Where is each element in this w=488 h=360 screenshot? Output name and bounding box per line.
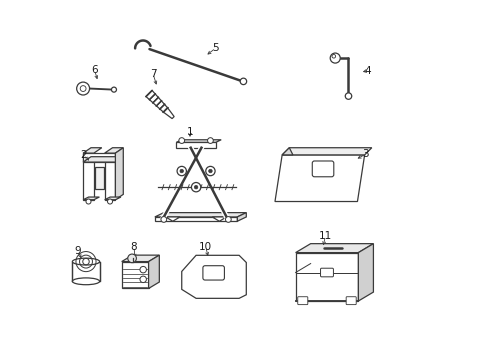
Circle shape — [80, 86, 86, 91]
Polygon shape — [122, 255, 159, 262]
Text: 8: 8 — [130, 242, 137, 252]
Circle shape — [179, 138, 184, 143]
FancyBboxPatch shape — [297, 297, 307, 305]
Polygon shape — [282, 148, 371, 155]
Polygon shape — [358, 244, 373, 301]
Polygon shape — [83, 157, 123, 162]
Polygon shape — [83, 153, 94, 200]
Polygon shape — [83, 148, 102, 153]
Polygon shape — [274, 155, 364, 202]
Polygon shape — [104, 153, 115, 200]
Circle shape — [329, 53, 340, 63]
Polygon shape — [282, 148, 292, 155]
Text: 11: 11 — [318, 231, 331, 240]
Polygon shape — [295, 253, 358, 301]
Polygon shape — [104, 197, 121, 200]
Polygon shape — [155, 213, 246, 217]
Polygon shape — [83, 153, 115, 162]
Circle shape — [240, 78, 246, 85]
Text: 3: 3 — [362, 149, 368, 159]
Circle shape — [107, 199, 112, 204]
Polygon shape — [72, 262, 100, 281]
Ellipse shape — [72, 278, 100, 285]
Circle shape — [86, 199, 91, 204]
Circle shape — [140, 276, 146, 283]
Text: 2: 2 — [81, 150, 87, 160]
Circle shape — [205, 166, 215, 176]
Circle shape — [345, 93, 351, 99]
Polygon shape — [104, 148, 123, 153]
Text: 6: 6 — [91, 65, 98, 75]
Polygon shape — [115, 148, 123, 200]
Polygon shape — [212, 217, 226, 221]
FancyBboxPatch shape — [312, 161, 333, 177]
Text: 7: 7 — [149, 69, 156, 79]
Polygon shape — [146, 90, 167, 112]
Polygon shape — [122, 262, 148, 288]
Polygon shape — [155, 217, 237, 221]
Circle shape — [127, 254, 136, 263]
Circle shape — [180, 169, 183, 173]
Polygon shape — [295, 244, 373, 253]
Circle shape — [194, 185, 198, 189]
Circle shape — [207, 138, 213, 143]
Polygon shape — [163, 108, 174, 118]
Circle shape — [331, 54, 335, 58]
Ellipse shape — [72, 258, 100, 265]
Circle shape — [161, 217, 166, 222]
Polygon shape — [95, 167, 103, 189]
FancyBboxPatch shape — [346, 297, 355, 305]
Text: 10: 10 — [199, 242, 212, 252]
Polygon shape — [165, 217, 180, 221]
FancyBboxPatch shape — [320, 268, 333, 277]
Circle shape — [225, 217, 231, 222]
Polygon shape — [237, 213, 246, 221]
Circle shape — [177, 166, 186, 176]
Text: 9: 9 — [74, 246, 81, 256]
Text: 5: 5 — [212, 43, 219, 53]
Text: 1: 1 — [186, 127, 193, 136]
Circle shape — [191, 183, 201, 192]
Polygon shape — [182, 255, 246, 298]
Polygon shape — [148, 255, 159, 288]
Circle shape — [111, 87, 116, 92]
Text: 4: 4 — [364, 66, 371, 76]
Circle shape — [140, 266, 146, 273]
Circle shape — [77, 82, 89, 95]
Polygon shape — [176, 142, 215, 148]
Polygon shape — [176, 140, 221, 142]
Circle shape — [208, 169, 212, 173]
FancyBboxPatch shape — [203, 266, 224, 280]
Polygon shape — [83, 197, 99, 200]
